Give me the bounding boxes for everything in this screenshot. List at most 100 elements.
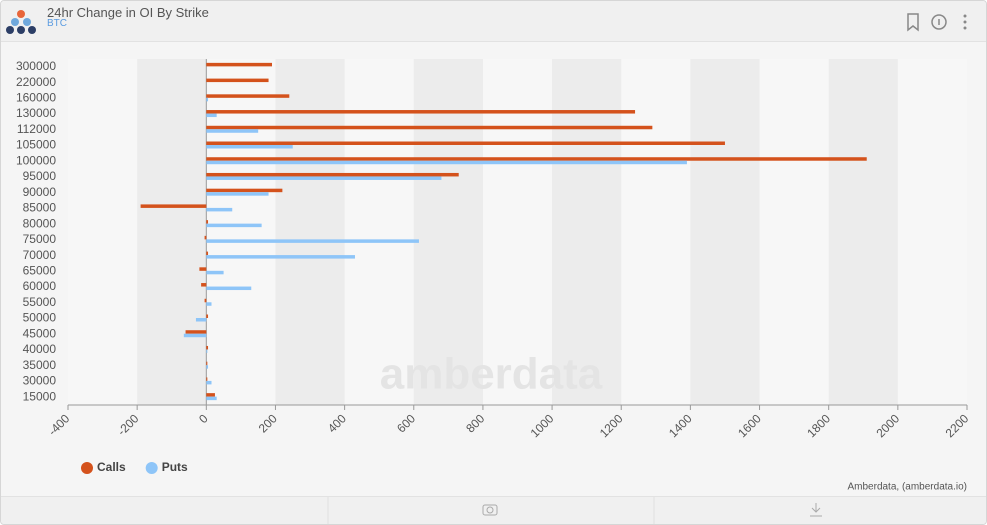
y-tick-label: 112000: [17, 122, 56, 136]
bar: [206, 192, 269, 196]
bar: [185, 330, 207, 334]
plot-band: [828, 59, 898, 405]
bar: [206, 125, 653, 130]
y-tick-label: 95000: [23, 169, 57, 183]
plot-bg: [68, 59, 967, 405]
legend-marker: [145, 462, 158, 474]
bar: [206, 220, 209, 224]
bar: [206, 365, 209, 369]
bar: [206, 255, 355, 259]
watermark: amberdata: [380, 350, 603, 399]
x-tick-label: -200: [115, 411, 142, 438]
chart: amberdata -400 -200 0 200 400 600 800 1000 1200 14…: [16, 59, 972, 493]
bar: [204, 235, 207, 240]
legend-label: Puts: [162, 460, 188, 474]
y-tick-label: 70000: [23, 248, 57, 262]
y-tick-label: 35000: [23, 358, 57, 372]
x-tick-label: 800: [463, 411, 487, 435]
bar: [206, 349, 208, 353]
y-tick-label: 45000: [23, 326, 57, 340]
bar: [195, 318, 207, 322]
bar: [206, 157, 867, 161]
bar: [201, 283, 207, 287]
bar: [206, 160, 687, 165]
plot-band: [413, 59, 483, 405]
x-tick-label: 0: [196, 411, 211, 426]
y-tick-label: 85000: [23, 201, 57, 215]
bar: [206, 176, 442, 180]
y-tick-label: 105000: [16, 138, 56, 152]
toolbar[interactable]: [901, 10, 981, 34]
plot-band: [275, 59, 345, 405]
plot-band: [552, 59, 622, 405]
subtitle: BTC: [47, 18, 67, 29]
y-tick-label: 130000: [16, 106, 56, 120]
legend-marker: [81, 462, 93, 474]
x-tick-label: 1400: [666, 411, 695, 440]
bar: [206, 94, 290, 98]
bar: [199, 267, 207, 271]
x-tick-label: 1800: [804, 411, 833, 440]
bar: [206, 188, 283, 193]
y-tick-label: 160000: [16, 90, 56, 104]
plot-band: [137, 59, 207, 405]
bar: [206, 239, 419, 243]
credit: Amberdata, (amberdata.io): [847, 482, 967, 493]
footer: [1, 496, 986, 525]
footer-icons[interactable]: [1, 497, 986, 525]
bar: [206, 145, 293, 149]
legend-label: Calls: [97, 460, 126, 474]
bar: [206, 78, 269, 83]
x-tick-label: -400: [45, 411, 72, 438]
title: 24hr Change in OI By Strike: [47, 5, 209, 20]
bar: [206, 314, 209, 318]
y-tick-label: 100000: [16, 153, 56, 167]
x-tick-label: 600: [394, 411, 418, 435]
y-tick-label: 220000: [16, 75, 56, 89]
bar: [206, 286, 252, 291]
bar: [206, 377, 208, 381]
y-tick-label: 15000: [23, 389, 57, 403]
x-tick-label: 1000: [528, 411, 557, 440]
bar: [140, 204, 207, 208]
bar: [183, 333, 207, 338]
bar: [206, 302, 212, 306]
bar: [206, 62, 273, 67]
y-tick-label: 300000: [16, 59, 56, 73]
bar: [206, 251, 209, 256]
y-tick-label: 40000: [23, 342, 57, 356]
x-tick-label: 200: [256, 411, 280, 435]
bar: [206, 141, 725, 145]
bar: [206, 345, 209, 350]
bar: [206, 172, 459, 177]
bar: [206, 110, 636, 114]
bar: [206, 207, 233, 212]
y-tick-label: 90000: [23, 185, 57, 199]
x-tick-label: 2200: [943, 411, 972, 440]
bar: [206, 361, 208, 366]
bar: [206, 129, 259, 133]
y-tick-label: 60000: [23, 279, 57, 293]
plot-band: [690, 59, 760, 405]
logo: [6, 10, 36, 34]
y-tick-label: 55000: [23, 295, 57, 309]
y-tick-label: 65000: [23, 263, 57, 277]
bar: [206, 270, 224, 275]
header: 24hr Change in OI By Strike BTC: [1, 1, 986, 42]
y-tick-label: 30000: [23, 374, 57, 388]
bar: [206, 97, 209, 102]
x-tick-label: 400: [325, 411, 349, 435]
y-tick-label: 75000: [23, 232, 57, 246]
bar: [206, 396, 217, 401]
bar: [206, 223, 262, 228]
bar: [204, 298, 207, 303]
y-tick-label: 80000: [23, 216, 57, 230]
bar: [206, 393, 215, 397]
bar: [206, 380, 212, 385]
x-tick-label: 2000: [873, 411, 902, 440]
x-tick-label: 1600: [735, 411, 764, 440]
y-tick-label: 50000: [23, 311, 57, 325]
bar: [206, 113, 217, 118]
x-tick-label: 1200: [597, 411, 626, 440]
